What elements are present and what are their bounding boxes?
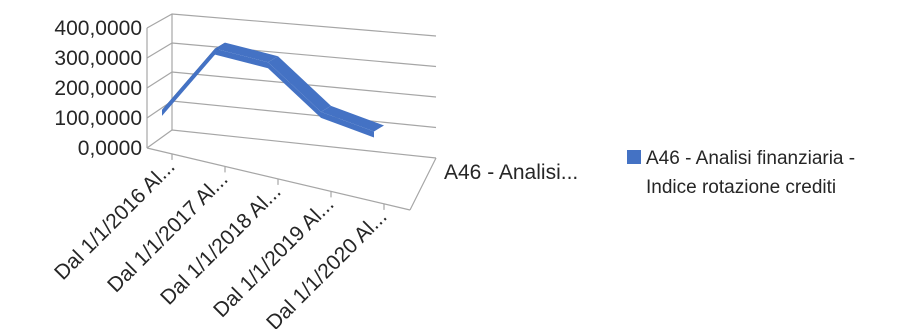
gridline [147, 130, 436, 158]
legend-entry: A46 - Analisi finanziaria -Indice rotazi… [646, 148, 855, 198]
x-tick-label: Dal 1/1/2017 Al... [103, 168, 232, 297]
series-segment-top [268, 56, 331, 112]
legend: A46 - Analisi finanziaria -Indice rotazi… [627, 148, 855, 198]
y-tick-label: 300,0000 [54, 47, 142, 70]
y-tick-label: 200,0000 [54, 77, 142, 100]
y-tick-label: 400,0000 [54, 17, 142, 40]
gridlines [147, 14, 436, 210]
y-axis-ticks: 0,0000 100,0000 200,0000 300,0000 400,0000 [54, 17, 142, 160]
gridline [147, 14, 436, 36]
legend-swatch [627, 150, 641, 164]
y-tick-label: 0,0000 [78, 137, 142, 160]
y-tick-label: 100,0000 [54, 107, 142, 130]
series-segment-front [162, 49, 215, 116]
x-tick-label: Dal 1/1/2019 Al... [209, 193, 338, 322]
floor-right-edge [410, 158, 436, 210]
x-axis-ticks: Dal 1/1/2016 Al...Dal 1/1/2017 Al...Dal … [50, 154, 391, 329]
gridline [147, 43, 436, 67]
series-ribbon [162, 43, 384, 138]
x-tick-label: Dal 1/1/2016 Al... [50, 155, 179, 284]
series-axis-label: A46 - Analisi... [444, 161, 578, 184]
x-tick-label: Dal 1/1/2020 Al... [262, 205, 391, 329]
gridline [147, 101, 436, 128]
x-tick-label: Dal 1/1/2018 Al... [156, 180, 285, 309]
